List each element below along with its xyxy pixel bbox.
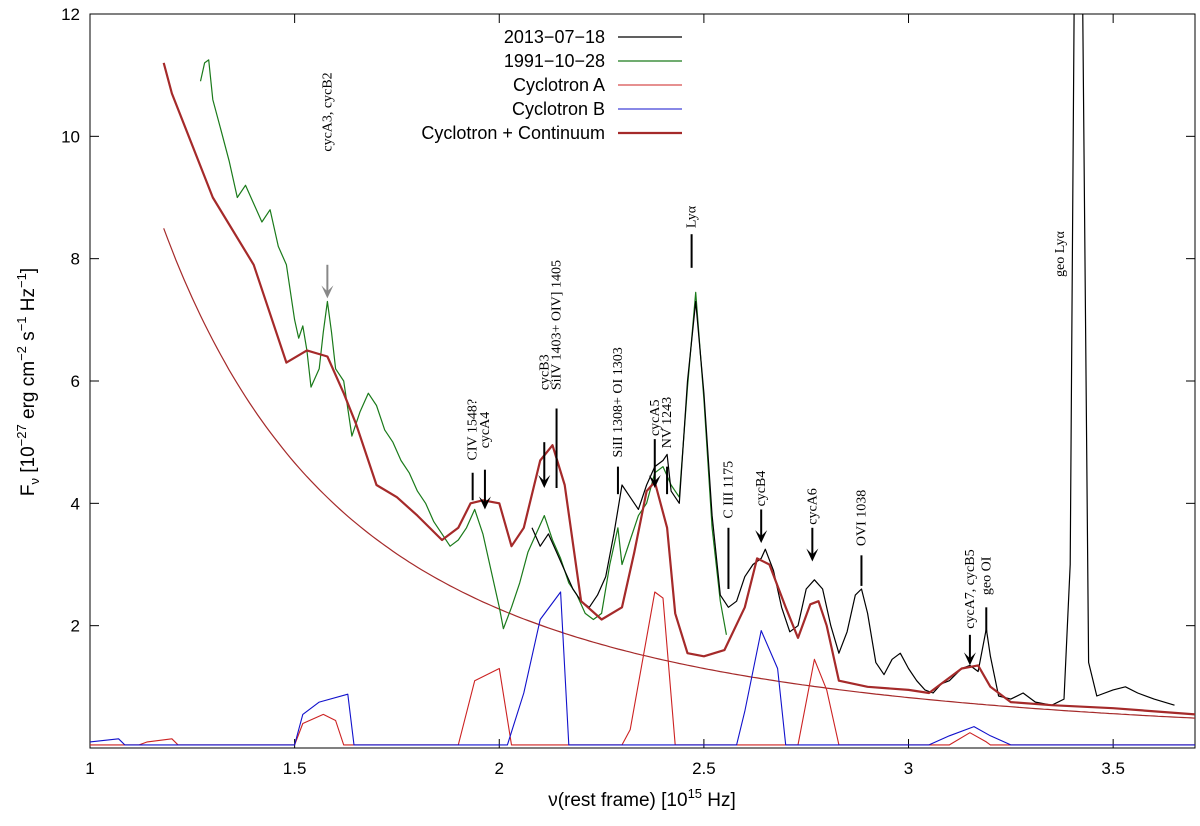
annotation-label: cycA5 [648, 400, 663, 437]
legend-label-1: 1991−10−28 [504, 51, 605, 71]
axis-ticks: 1 1.5 2 2.5 3 3.5 2 4 6 8 10 12 [61, 5, 1195, 778]
y-axis-title-p3: erg cm [18, 361, 39, 424]
y-tick-label: 8 [71, 250, 80, 269]
annotation-arrow-head [321, 285, 334, 299]
series-line-cyclotron-b [90, 591, 1195, 746]
series-layer [90, 14, 1195, 746]
legend-label-3: Cyclotron B [512, 99, 605, 119]
annotation-label: cycA7, cycB5 [963, 549, 978, 628]
y-axis-title-e1: −27 [14, 424, 29, 446]
x-axis-title: ν(rest frame) [1015 Hz] [548, 786, 736, 811]
annotation-label: cycB4 [754, 471, 769, 507]
y-tick-label: 12 [61, 5, 80, 24]
legend: 2013−07−18 1991−10−28 Cyclotron A Cyclot… [421, 27, 682, 143]
x-tick-label: 2.5 [692, 759, 716, 778]
series-line-continuum [163, 228, 1195, 719]
x-tick-label: 2 [495, 759, 504, 778]
annotation-label: cycB3 [537, 354, 552, 390]
annotation-label: cycA6 [805, 488, 820, 525]
legend-label-0: 2013−07−18 [504, 27, 605, 47]
annotation-label: NV 1243 [660, 397, 675, 448]
y-axis-title-e2: −2 [14, 346, 29, 361]
x-tick-label: 3.5 [1101, 759, 1125, 778]
annotation-label: CIV 1548? [466, 399, 481, 461]
annotation-label: geo OI [979, 556, 994, 595]
legend-label-2: Cyclotron A [513, 75, 605, 95]
annotation-arrow-head [478, 496, 491, 510]
series-line-1991-10-28 [199, 59, 727, 635]
series-line-cyclotron-continuum [162, 62, 1195, 716]
y-axis-title-p4: s [18, 331, 39, 346]
y-tick-label: 4 [71, 494, 80, 513]
y-axis-title-p1: F [18, 485, 39, 497]
annotation-label: cycA3, cycB2 [320, 72, 335, 151]
y-axis-title-p6: ] [18, 268, 39, 273]
y-axis-title-p5: Hz [18, 288, 39, 317]
annotation-label: C III 1175 [721, 461, 736, 519]
y-axis-title-e4: −1 [14, 273, 29, 288]
x-tick-label: 3 [904, 759, 913, 778]
legend-label-4: Cyclotron + Continuum [421, 123, 605, 143]
annotation-arrow-head [648, 475, 661, 489]
annotation-arrow-head [963, 652, 976, 666]
y-axis-title: Fν [10−27 erg cm−2 s−1 Hz−1] [14, 268, 42, 496]
y-axis-title-sub: ν [27, 478, 42, 485]
y-tick-label: 6 [71, 372, 80, 391]
annotation-arrow-head [755, 530, 768, 544]
annotation-label: SiII 1308+ OI 1303 [611, 347, 626, 457]
x-axis-title-main: ν(rest frame) [10 [548, 790, 687, 811]
series-line-2013-07-18 [531, 14, 1175, 706]
annotation-label: SiIV 1403+ OIV] 1405 [550, 260, 565, 390]
annotation-arrow-head [806, 548, 819, 562]
annotation-arrow-head [538, 475, 551, 489]
y-tick-label: 2 [71, 617, 80, 636]
series-line-cyclotron-a [90, 591, 1195, 746]
x-axis-title-exponent: 15 [688, 786, 702, 801]
annotation-label: geo Lyα [1053, 231, 1068, 277]
y-axis-title-e3: −1 [14, 316, 29, 331]
y-tick-label: 10 [61, 127, 80, 146]
y-axis-title-p2: [10 [18, 446, 39, 478]
x-axis-title-unit: Hz] [702, 790, 736, 811]
annotation-label: cycA4 [478, 412, 493, 449]
x-tick-label: 1.5 [283, 759, 307, 778]
annotation-label: Lyα [685, 205, 700, 228]
plot-frame [89, 13, 1196, 749]
x-tick-label: 1 [85, 759, 94, 778]
annotation-label: OVI 1038 [854, 490, 869, 546]
